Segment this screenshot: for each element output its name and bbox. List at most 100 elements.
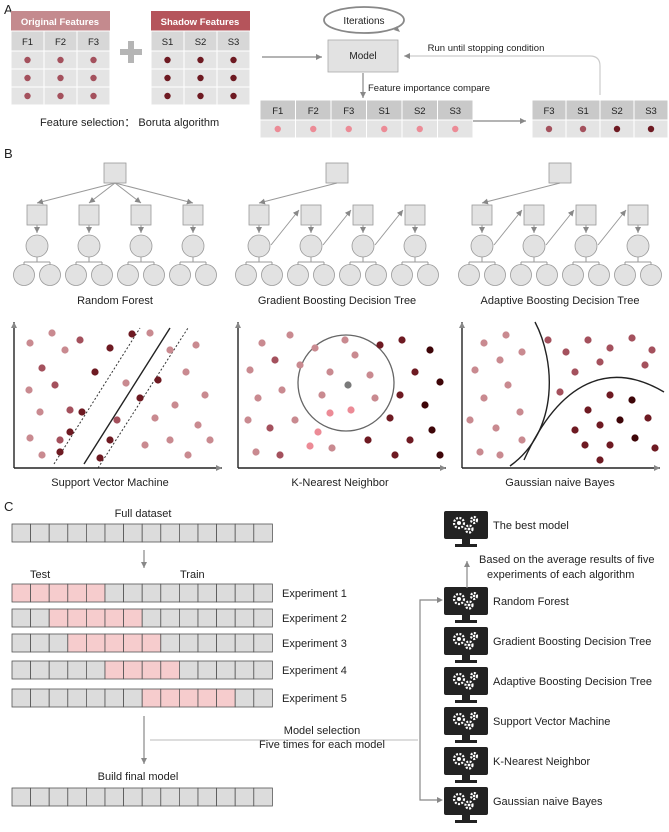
compare-header-label: S3 <box>645 106 657 117</box>
tree-leaf <box>339 264 361 286</box>
full-dataset-cell <box>86 523 106 543</box>
tree-branch-node <box>574 234 598 258</box>
svm-plot <box>11 322 222 471</box>
importance-dot <box>452 125 459 133</box>
scatter-point <box>502 331 510 339</box>
experiment-cell <box>48 660 69 680</box>
tree-node <box>182 204 204 226</box>
column-header-label: F1 <box>22 37 33 48</box>
experiment-cell <box>253 608 273 628</box>
tree-label-adaboost: Adaptive Boosting Decision Tree <box>481 295 640 307</box>
scatter-point <box>166 346 174 354</box>
experiment-cell <box>197 688 218 708</box>
scatter-point <box>136 394 144 402</box>
selected-features-table: F3 S1 S2 S3 <box>531 99 669 139</box>
scatter-point <box>56 448 64 456</box>
scatter-point <box>596 421 604 429</box>
final-model-cell <box>48 787 69 807</box>
scatter-point <box>154 376 162 384</box>
column-header-label: S2 <box>195 37 207 48</box>
importance-dot <box>381 125 388 133</box>
experiment-cell <box>141 633 162 653</box>
gear-icon <box>467 683 471 687</box>
compare-header-label: F3 <box>343 106 354 117</box>
bracket-arrow-bottom <box>437 797 443 803</box>
experiment-cell <box>253 633 273 653</box>
scatter-point <box>171 401 179 409</box>
tree-edge <box>374 209 404 246</box>
feature-dot <box>57 92 64 100</box>
tree-branch-node <box>77 234 101 258</box>
scatter-label-knn: K-Nearest Neighbor <box>291 477 389 489</box>
gear-icon <box>452 712 466 726</box>
scatter-point <box>351 351 359 359</box>
experiment-cell <box>197 633 218 653</box>
scatter-point <box>194 421 202 429</box>
feature-dot <box>164 92 171 100</box>
experiment-cell <box>104 583 125 603</box>
scatter-point <box>56 436 64 444</box>
experiment-cell <box>178 608 199 628</box>
scatter-point <box>651 444 659 452</box>
gear-icon <box>457 757 461 761</box>
tree-branch-node <box>247 234 271 258</box>
tree-leaf <box>195 264 217 286</box>
feature-dot <box>164 74 171 82</box>
experiment-cell <box>30 633 50 653</box>
final-model-cell <box>160 787 180 807</box>
experiment-cell <box>197 583 218 603</box>
experiment-cell <box>86 660 106 680</box>
scatter-point <box>244 416 252 424</box>
scatter-point <box>406 436 414 444</box>
scatter-label-svm: Support Vector Machine <box>51 477 168 489</box>
tree-node <box>248 204 270 226</box>
gear-icon <box>469 631 479 641</box>
full-dataset-cell <box>141 523 162 543</box>
monitor-stand <box>462 735 470 740</box>
scatter-point <box>436 378 444 386</box>
experiment-cell <box>11 583 32 603</box>
importance-dot <box>613 125 621 133</box>
scatter-point <box>38 364 46 372</box>
experiment-cell <box>178 660 199 680</box>
scatter-point <box>266 424 274 432</box>
model-monitor: Gradient Boosting Decision Tree <box>444 627 651 663</box>
scatter-point <box>184 451 192 459</box>
scatter-point <box>258 339 266 347</box>
final-model-cell <box>104 787 125 807</box>
experiment-cell <box>67 660 87 680</box>
tree-node <box>130 204 152 226</box>
experiment-label: Experiment 1 <box>282 588 347 600</box>
tree-node <box>300 204 322 226</box>
feature-dot <box>230 56 237 64</box>
scatter-point <box>296 361 304 369</box>
original-features-table: F1 F2 F3 <box>10 30 111 106</box>
original-features-title: Original Features <box>21 17 99 28</box>
final-model-cell <box>11 787 32 807</box>
experiment-cell <box>123 633 143 653</box>
final-model-cell <box>234 787 255 807</box>
tree-leaf <box>117 264 139 286</box>
decision-tree-group <box>458 162 662 286</box>
experiment-cell <box>86 688 106 708</box>
full-dataset-cell <box>197 523 218 543</box>
tree-branch-node <box>181 234 205 258</box>
nb-boundary-1 <box>509 321 550 467</box>
feature-dot <box>57 74 64 82</box>
column-header-label: F3 <box>88 37 99 48</box>
scatter-point <box>254 394 262 402</box>
experiment-cell <box>123 660 143 680</box>
panel-label-b: B <box>4 146 13 161</box>
stopping-label: Run until stopping condition <box>428 43 545 54</box>
full-dataset-cell <box>253 523 273 543</box>
scatter-point <box>66 406 74 414</box>
scatter-point <box>151 414 159 422</box>
scatter-point <box>421 401 429 409</box>
gear-icon <box>469 671 479 681</box>
model-name-label: Gaussian naive Bayes <box>493 796 603 808</box>
scatter-point <box>271 356 279 364</box>
scatter-point <box>436 451 444 459</box>
gear-icon <box>467 527 471 531</box>
final-model-cell <box>123 787 143 807</box>
experiment-cell <box>48 583 69 603</box>
